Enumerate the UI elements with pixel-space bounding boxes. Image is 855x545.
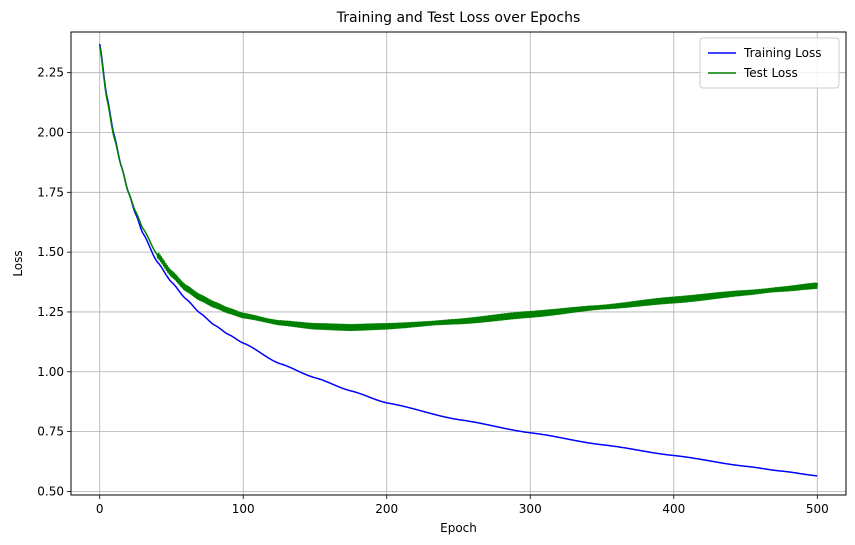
y-tick-label: 1.00 xyxy=(37,365,64,379)
x-tick-label: 300 xyxy=(519,502,542,516)
x-tick-label: 400 xyxy=(662,502,685,516)
y-tick-label: 1.50 xyxy=(37,245,64,259)
y-tick-label: 0.75 xyxy=(37,425,64,439)
x-axis-label: Epoch xyxy=(440,521,477,535)
y-axis: 0.50 0.75 1.00 1.25 1.50 1.75 2.00 2.25 xyxy=(37,66,71,498)
legend: Training Loss Test Loss xyxy=(699,37,840,89)
y-axis-label: Loss xyxy=(11,250,25,276)
y-tick-label: 0.50 xyxy=(37,484,64,498)
series-line-test-loss xyxy=(98,46,819,332)
legend-label: Test Loss xyxy=(743,66,798,80)
legend-label: Training Loss xyxy=(743,46,821,60)
legend-box xyxy=(699,37,840,89)
plot-frame xyxy=(70,31,847,496)
x-tick-label: 0 xyxy=(96,502,104,516)
y-tick-label: 2.00 xyxy=(37,125,64,139)
y-tick-label: 1.75 xyxy=(37,185,64,199)
y-tick-label: 2.25 xyxy=(37,66,64,80)
plot-area xyxy=(71,32,846,495)
series-lines xyxy=(98,43,819,477)
x-axis: 0 100 200 300 400 500 xyxy=(96,495,829,516)
x-tick-label: 500 xyxy=(806,502,829,516)
x-tick-label: 100 xyxy=(232,502,255,516)
x-tick-label: 200 xyxy=(375,502,398,516)
chart-title: Training and Test Loss over Epochs xyxy=(336,10,581,26)
series-line-training-loss xyxy=(98,43,818,477)
grid xyxy=(71,32,846,495)
y-tick-label: 1.25 xyxy=(37,305,64,319)
